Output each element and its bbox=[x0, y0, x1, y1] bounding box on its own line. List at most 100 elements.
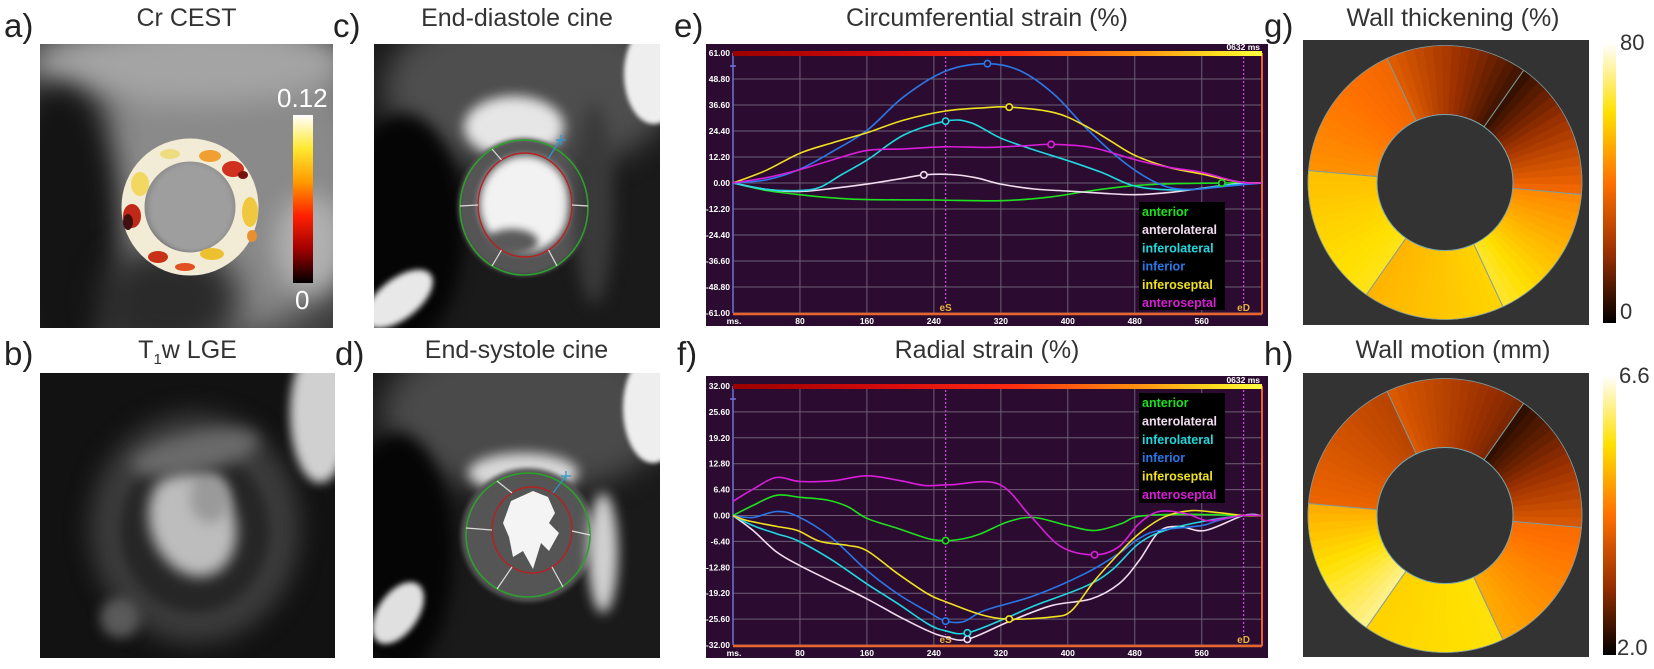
radial-strain-plot: 32.00 25.60 19.20 12.80 6.40 0.00 -6.40 -12.80 -… bbox=[706, 376, 1263, 658]
legend-item-inferolateral: inferolateral bbox=[1142, 241, 1214, 255]
legend-item-inferoseptal: inferoseptal bbox=[1142, 278, 1213, 292]
segment-boundary bbox=[1483, 69, 1524, 128]
y-tick-label: 19.20 bbox=[709, 433, 731, 443]
segment-boundary bbox=[1366, 237, 1407, 296]
segment-divider bbox=[465, 527, 493, 531]
series-line-anterior bbox=[732, 494, 1263, 542]
wall-motion-ring bbox=[1307, 378, 1583, 653]
segment-boundary bbox=[1483, 402, 1524, 461]
tissue-region-top bbox=[40, 44, 333, 104]
cest-hotspot bbox=[123, 214, 133, 230]
series-marker-anterolateral bbox=[919, 170, 928, 179]
cest-hotspot bbox=[148, 251, 168, 263]
segment-divider bbox=[496, 480, 513, 494]
cest-hotspot bbox=[242, 197, 258, 227]
time-progress-bar bbox=[733, 384, 1262, 389]
x-tick-label: 320 bbox=[994, 648, 1008, 658]
panel-label-a: a) bbox=[4, 7, 34, 44]
segment-boundary bbox=[1386, 391, 1417, 455]
panel-title-a: Cr CEST bbox=[136, 4, 237, 32]
x-tick-label: 400 bbox=[1061, 316, 1075, 326]
series-line-anterior bbox=[732, 182, 1263, 202]
duration-label: 0632 ms bbox=[1226, 376, 1260, 385]
chart-title-f: Radial strain (%) bbox=[894, 336, 1080, 364]
title-b-rest: w LGE bbox=[161, 336, 237, 364]
x-tick-label: 240 bbox=[927, 648, 941, 658]
y-tick-label: 36.60 bbox=[709, 100, 731, 110]
y-tick-label: 0.00 bbox=[713, 178, 730, 188]
wall-thickening-colorbar bbox=[1603, 43, 1616, 323]
contour-overlay bbox=[459, 135, 589, 276]
segment-boundary bbox=[1386, 58, 1417, 122]
event-label: eD bbox=[1237, 303, 1250, 314]
y-tick-label: 61.00 bbox=[709, 48, 731, 58]
y-tick-label: 25.60 bbox=[709, 407, 731, 417]
legend-box bbox=[1139, 393, 1225, 503]
series-marker-inferior bbox=[983, 59, 992, 68]
epicardial-contour bbox=[459, 139, 589, 276]
segment-divider bbox=[491, 249, 503, 267]
bright-cavity-2 bbox=[190, 473, 230, 523]
x-tick-label: 560 bbox=[1195, 648, 1209, 658]
series-marker-inferior bbox=[941, 617, 950, 626]
panel-title-b: T1w LGE bbox=[40, 334, 335, 376]
y-tick-label: 0.00 bbox=[713, 511, 730, 521]
y-tick-label: -12.20 bbox=[706, 204, 730, 214]
cest-hotspot bbox=[175, 263, 195, 271]
segment-divider bbox=[571, 530, 591, 536]
legend-item-anteroseptal: anteroseptal bbox=[1142, 488, 1216, 502]
end-systole-cine-image bbox=[373, 373, 660, 658]
contour-overlay bbox=[465, 471, 591, 598]
cest-colorbar bbox=[293, 115, 313, 283]
legend-box bbox=[1139, 202, 1225, 310]
segment-boundary bbox=[1512, 520, 1582, 528]
duration-label: 0632 ms bbox=[1226, 44, 1260, 52]
legend-item-anterolateral: anterolateral bbox=[1142, 414, 1217, 428]
segment-boundary bbox=[1308, 170, 1378, 178]
y-tick-label: 48.80 bbox=[709, 74, 731, 84]
panel-title-c: End-diastole cine bbox=[421, 4, 613, 32]
segment-divider bbox=[547, 249, 558, 267]
title-b-subscript: 1 bbox=[153, 351, 162, 368]
y-tick-label: -19.20 bbox=[706, 588, 730, 598]
segment-divider bbox=[571, 204, 589, 207]
y-tick-label: -61.00 bbox=[706, 308, 730, 318]
series-line-anterolateral bbox=[732, 173, 1263, 196]
x-tick-label: 480 bbox=[1128, 648, 1142, 658]
rv-insertion-marker bbox=[552, 476, 566, 494]
y-tick-label: 12.80 bbox=[709, 459, 731, 469]
series-line-inferolateral bbox=[732, 119, 1263, 192]
segment-boundary bbox=[1473, 243, 1504, 307]
tissue-spot bbox=[100, 598, 140, 638]
segment-boundary bbox=[1366, 570, 1407, 629]
segment-divider bbox=[496, 566, 513, 590]
series-marker-anteroseptal bbox=[1090, 550, 1099, 559]
series-marker-inferoseptal bbox=[1005, 615, 1014, 624]
series-marker-inferoseptal bbox=[1005, 103, 1014, 112]
wall-thickening-colorbar-min: 0 bbox=[1620, 299, 1633, 324]
y-tick-label: -48.80 bbox=[706, 282, 730, 292]
cest-hotspot bbox=[238, 171, 248, 179]
legend-item-inferolateral: inferolateral bbox=[1142, 433, 1214, 447]
cest-colorbar-min-label: 0 bbox=[295, 285, 310, 315]
y-tick-label: 6.40 bbox=[713, 485, 730, 495]
series-marker-anterior bbox=[1217, 179, 1226, 188]
x-tick-label: 240 bbox=[927, 316, 941, 326]
lv-blood-pool bbox=[503, 491, 559, 569]
chart-title-h: Wall motion (mm) bbox=[1355, 336, 1551, 364]
legend-item-anterolateral: anterolateral bbox=[1142, 223, 1217, 237]
segment-divider bbox=[491, 148, 502, 161]
chart-title-e: Circumferential strain (%) bbox=[845, 4, 1128, 32]
x-tick-label: 400 bbox=[1061, 648, 1075, 658]
cest-colorbar-max-label: 0.12 bbox=[277, 83, 328, 113]
rv-insertion-cross-icon bbox=[561, 471, 571, 481]
legend-item-inferior: inferior bbox=[1142, 260, 1185, 274]
y-tick-label: 24.40 bbox=[709, 126, 731, 136]
wall-thickening-map bbox=[1303, 40, 1589, 325]
series-line-inferolateral bbox=[732, 514, 1263, 635]
circumferential-strain-plot: 61.00 48.80 36.60 24.40 12.20 0.00 -12.20 -24.4… bbox=[706, 44, 1263, 326]
series-marker-anteroseptal bbox=[1047, 140, 1056, 149]
legend-item-inferoseptal: inferoseptal bbox=[1142, 470, 1213, 484]
endocardial-contour bbox=[477, 152, 573, 258]
wall-thickening-ring bbox=[1307, 45, 1583, 320]
